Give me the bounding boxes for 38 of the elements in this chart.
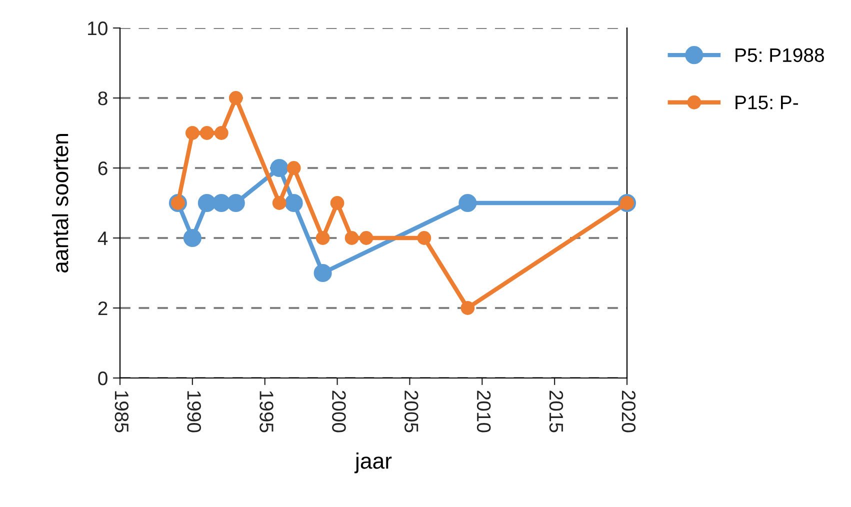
- x-tick-label: 1990: [187, 391, 201, 432]
- point: [330, 196, 344, 210]
- point: [198, 194, 216, 212]
- y-tick-label: 10: [88, 21, 108, 36]
- point: [212, 194, 230, 212]
- x-tick-label: 2020: [622, 390, 636, 432]
- point: [183, 228, 202, 248]
- x-axis-title: jaar: [354, 452, 392, 474]
- point: [460, 301, 475, 315]
- point: [359, 231, 374, 245]
- x-tick-label: 2005: [404, 390, 418, 432]
- legend-label: P15: P-: [736, 96, 798, 110]
- point: [272, 196, 286, 210]
- point: [226, 194, 245, 212]
- x-tick-label: 1985: [114, 391, 129, 432]
- y-tick-label: 6: [98, 161, 108, 176]
- x-tick-label: 2000: [332, 390, 346, 432]
- y-tick-label: 0: [98, 371, 108, 386]
- point: [228, 91, 243, 105]
- point: [458, 194, 477, 212]
- x-tick-label: 1995: [260, 391, 274, 432]
- point: [316, 231, 330, 245]
- point: [185, 126, 200, 140]
- point: [344, 231, 359, 245]
- point: [286, 161, 301, 175]
- point: [270, 158, 288, 178]
- point: [314, 264, 332, 282]
- x-tick-label: 2015: [549, 390, 564, 432]
- y-axis-title: aantal soorten: [52, 134, 68, 272]
- y-tick-label: 2: [98, 301, 108, 316]
- x-tick-label: 2010: [476, 390, 491, 432]
- point: [200, 126, 214, 140]
- point: [284, 194, 303, 212]
- legend-label: P5: P1988: [736, 48, 824, 62]
- y-tick-label: 8: [98, 91, 108, 106]
- point: [417, 231, 432, 245]
- y-tick-label: 4: [98, 232, 108, 246]
- point: [214, 126, 228, 140]
